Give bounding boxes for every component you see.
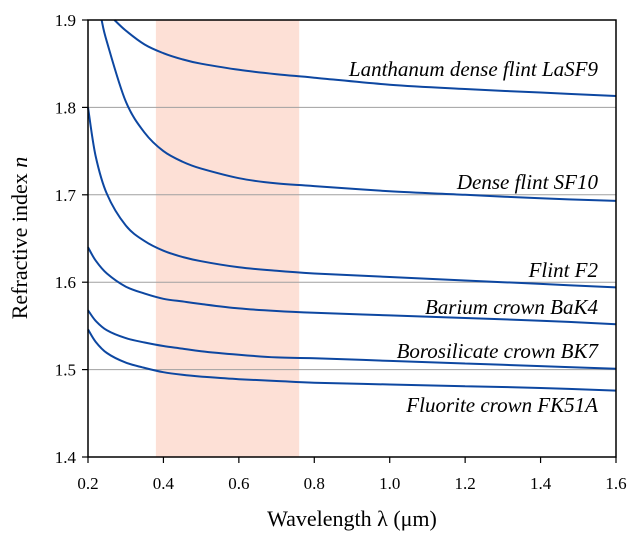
y-axis-title-symbol: n <box>7 157 32 168</box>
x-tick-label: 1.6 <box>605 474 626 493</box>
y-tick-label: 1.7 <box>55 186 77 205</box>
series-label: Dense flint SF10 <box>456 170 599 194</box>
y-tick-label: 1.6 <box>55 273 76 292</box>
series-label: Borosilicate crown BK7 <box>397 339 600 363</box>
x-tick-label: 1.4 <box>530 474 552 493</box>
y-tick-label: 1.9 <box>55 11 76 30</box>
series-line <box>113 19 617 97</box>
series-line <box>100 19 617 202</box>
x-axis-title: Wavelength λ (μm) <box>267 506 437 531</box>
visible-light-band <box>155 20 300 457</box>
series-label: Fluorite crown FK51A <box>405 393 598 417</box>
y-axis-title-text: Refractive index <box>7 168 32 320</box>
y-tick-label: 1.4 <box>55 448 77 467</box>
y-axis-title: Refractive index n <box>7 157 32 320</box>
x-tick-label: 0.4 <box>153 474 175 493</box>
x-tick-label: 0.6 <box>228 474 249 493</box>
series-line <box>87 107 617 289</box>
series-line <box>87 309 617 370</box>
x-tick-label: 1.0 <box>379 474 400 493</box>
series-label: Lanthanum dense flint LaSF9 <box>348 57 599 81</box>
series-line <box>87 328 617 392</box>
series-line <box>87 246 617 326</box>
x-tick-label: 0.2 <box>77 474 98 493</box>
plot-frame <box>87 19 617 458</box>
x-tick-label: 0.8 <box>304 474 325 493</box>
y-tick-label: 1.5 <box>55 361 76 380</box>
series-label: Barium crown BaK4 <box>425 295 599 319</box>
series-label: Flint F2 <box>528 258 599 282</box>
x-tick-label: 1.2 <box>455 474 476 493</box>
y-tick-label: 1.8 <box>55 98 76 117</box>
